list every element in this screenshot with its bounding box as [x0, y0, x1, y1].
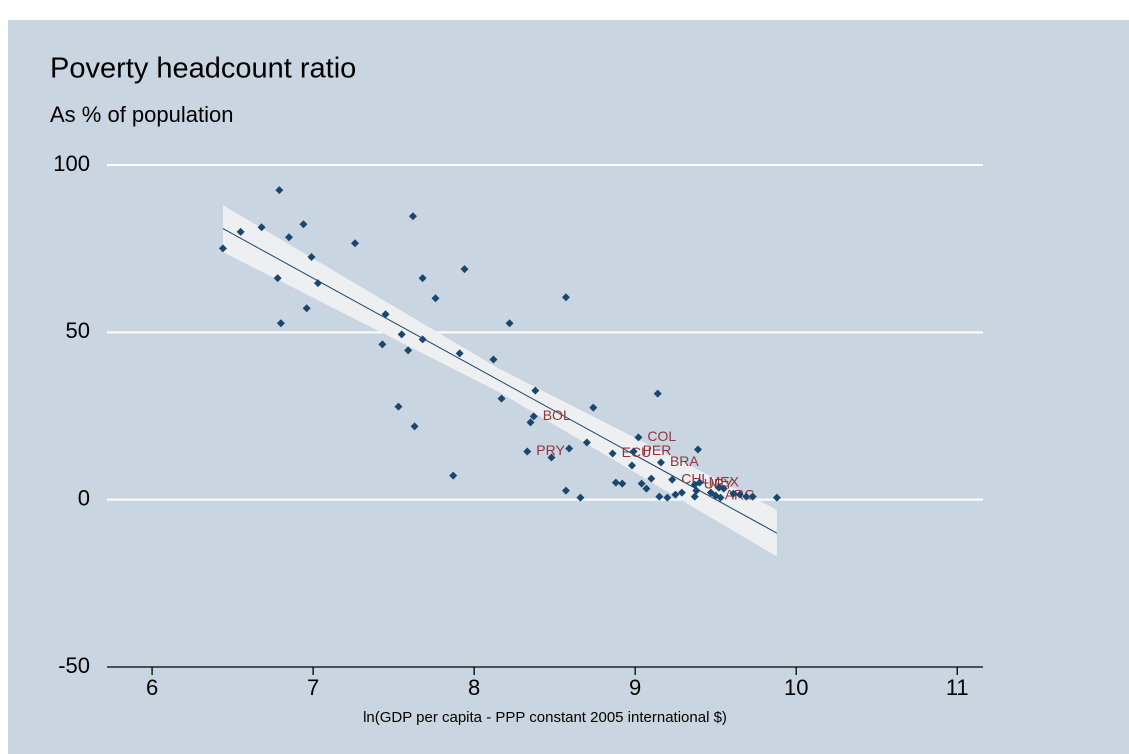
point: [302, 304, 311, 313]
point: [611, 478, 620, 487]
point: [378, 340, 387, 349]
point: [460, 265, 469, 274]
point: [523, 447, 532, 456]
point: [547, 453, 556, 462]
point: [218, 244, 227, 253]
point: [634, 433, 643, 442]
chart-subtitle: As % of population: [50, 102, 233, 127]
x-tick-label: 10: [784, 675, 808, 700]
y-tick-label: 50: [66, 318, 90, 343]
y-tick-label: 0: [78, 485, 90, 510]
point: [742, 492, 751, 501]
point: [561, 293, 570, 302]
point: [236, 227, 245, 236]
point: [273, 274, 282, 283]
point: [668, 475, 677, 484]
point: [719, 484, 728, 493]
point: [653, 389, 662, 398]
point: [582, 438, 591, 447]
x-tick-label: 9: [629, 675, 641, 700]
point: [565, 444, 574, 453]
point: [410, 422, 419, 431]
point-label: COL: [647, 428, 676, 444]
point: [663, 493, 672, 502]
point: [531, 386, 540, 395]
y-tick-label: 100: [53, 151, 90, 176]
point: [350, 239, 359, 248]
point: [589, 403, 598, 412]
point: [408, 212, 417, 221]
point-label: PRY: [536, 442, 565, 458]
point: [257, 223, 266, 232]
point: [561, 486, 570, 495]
x-tick-label: 6: [146, 675, 158, 700]
point: [529, 412, 538, 421]
point: [671, 490, 680, 499]
point: [735, 490, 744, 499]
point: [526, 418, 535, 427]
point-label: BRA: [670, 453, 699, 469]
point: [455, 349, 464, 358]
background: [8, 20, 1129, 754]
point: [690, 492, 699, 501]
point: [313, 279, 322, 288]
point: [449, 471, 458, 480]
point: [608, 449, 617, 458]
point: [656, 458, 665, 467]
point: [276, 319, 285, 328]
point: [497, 394, 506, 403]
point: [307, 253, 316, 262]
point: [629, 447, 638, 456]
point: [394, 402, 403, 411]
point: [418, 335, 427, 344]
point: [431, 294, 440, 303]
point: [637, 479, 646, 488]
x-tick-label: 8: [468, 675, 480, 700]
point: [716, 493, 725, 502]
point: [576, 493, 585, 502]
point: [627, 461, 636, 470]
point: [489, 355, 498, 364]
point: [505, 319, 514, 328]
point-label: MEX: [709, 473, 740, 489]
x-axis-label: ln(GDP per capita - PPP constant 2005 in…: [363, 709, 727, 726]
point: [284, 233, 293, 242]
point: [772, 493, 781, 502]
point: [655, 492, 664, 501]
point-label: PER: [643, 442, 672, 458]
point: [397, 330, 406, 339]
point: [692, 486, 701, 495]
point: [275, 186, 284, 195]
fit-line: [222, 228, 778, 534]
point: [647, 474, 656, 483]
y-tick-label: -50: [58, 653, 90, 678]
point: [677, 488, 686, 497]
point: [748, 492, 757, 501]
x-tick-label: 7: [307, 675, 319, 700]
x-tick-label: 11: [946, 675, 969, 700]
point: [381, 310, 390, 319]
point: [618, 479, 627, 488]
point: [299, 220, 308, 229]
point: [418, 274, 427, 283]
point: [693, 445, 702, 454]
point: [642, 484, 651, 493]
point: [404, 346, 413, 355]
point: [695, 478, 704, 487]
chart-title: Poverty headcount ratio: [50, 53, 356, 85]
point: [729, 489, 738, 498]
point-label: BOL: [543, 407, 571, 423]
